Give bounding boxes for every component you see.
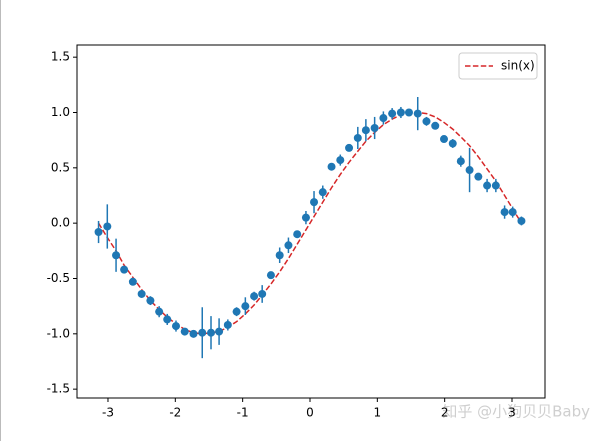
data-point — [318, 188, 327, 197]
data-point — [258, 289, 267, 298]
data-point — [120, 265, 129, 274]
data-point — [146, 296, 155, 305]
data-point — [456, 157, 465, 166]
data-point — [327, 162, 336, 171]
x-tick-label: -1 — [237, 406, 249, 420]
y-tick-label: 1.5 — [51, 50, 70, 64]
data-point — [163, 315, 172, 324]
data-point — [388, 109, 397, 118]
data-point — [370, 123, 379, 132]
data-point — [361, 126, 370, 135]
x-tick-label: 1 — [374, 406, 382, 420]
y-tick-label: -0.5 — [47, 271, 70, 285]
data-point — [379, 114, 388, 123]
data-point — [128, 277, 137, 286]
data-point — [137, 289, 146, 298]
data-point — [413, 109, 422, 118]
y-tick-label: -1.0 — [47, 326, 70, 340]
y-tick-label: 0.5 — [51, 160, 70, 174]
x-tick-label: 0 — [306, 406, 314, 420]
data-point — [275, 251, 284, 260]
data-point — [448, 139, 457, 148]
data-point — [180, 327, 189, 336]
data-point — [404, 108, 413, 117]
data-point — [517, 216, 526, 225]
data-point — [508, 208, 517, 217]
data-point — [500, 208, 509, 217]
data-point — [345, 143, 354, 152]
data-point — [310, 198, 319, 207]
data-point — [198, 328, 207, 337]
data-point — [353, 133, 362, 142]
sine-line — [97, 111, 523, 335]
data-point — [171, 322, 180, 331]
data-point — [422, 117, 431, 126]
data-point — [465, 166, 474, 175]
data-point — [439, 135, 448, 144]
x-tick-label: 3 — [508, 406, 516, 420]
data-point — [103, 222, 112, 231]
data-point — [396, 108, 405, 117]
data-point — [250, 292, 259, 301]
data-point — [232, 307, 241, 316]
data-point — [266, 271, 275, 280]
y-tick-label: 1.0 — [51, 105, 70, 119]
data-point — [284, 241, 293, 250]
data-point — [301, 213, 310, 222]
data-point — [155, 307, 164, 316]
plot-frame — [76, 44, 546, 399]
data-point — [94, 228, 103, 237]
data-point — [207, 328, 216, 337]
watermark: 知乎 @小狗贝贝Baby — [442, 403, 590, 421]
data-point — [112, 251, 121, 260]
data-point — [215, 327, 224, 336]
data-point — [491, 181, 500, 190]
data-point — [483, 181, 492, 190]
data-point — [223, 320, 232, 329]
x-tick-label: -2 — [169, 406, 181, 420]
legend-label: sin(x) — [501, 59, 535, 73]
y-tick-label: -1.5 — [47, 382, 70, 396]
x-tick-label: -3 — [102, 406, 114, 420]
x-tick-label: 2 — [441, 406, 449, 420]
data-point — [189, 329, 198, 338]
data-point — [431, 121, 440, 130]
data-point — [336, 156, 345, 165]
data-point — [293, 230, 302, 239]
legend-box — [458, 52, 538, 80]
y-tick-label: 0.0 — [51, 216, 70, 230]
data-point — [241, 302, 250, 311]
data-point — [474, 172, 483, 181]
